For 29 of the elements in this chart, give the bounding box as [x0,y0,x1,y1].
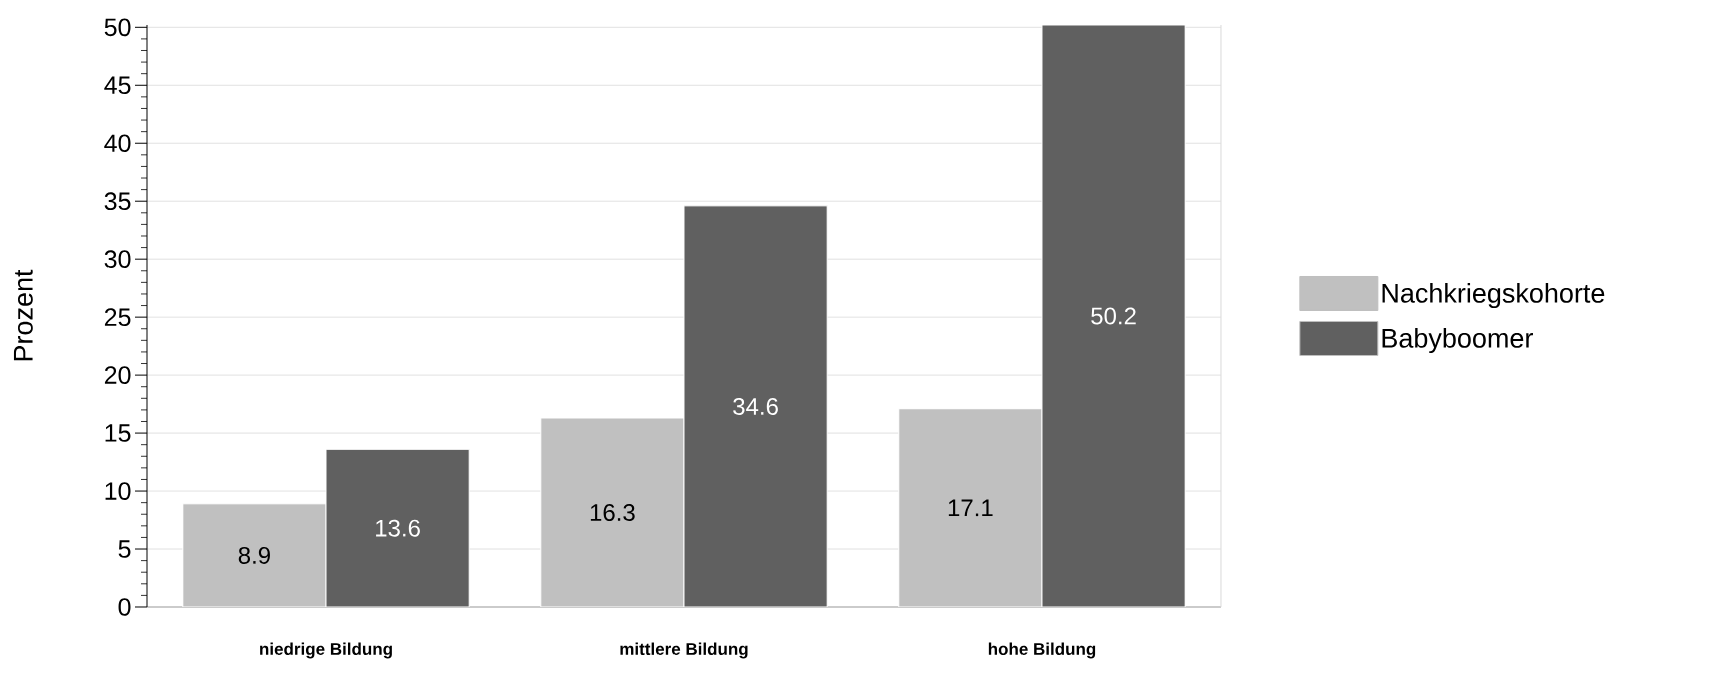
y-axis-title: Prozent [13,269,33,361]
bar [683,205,828,607]
legend-label: Babyboomer [1382,327,1533,354]
y-tick-label: 0 [118,598,131,616]
bar [1041,24,1186,607]
y-tick-label: 5 [118,540,131,558]
x-tick-label: mittlere Bildung [620,642,748,659]
y-tick-label: 45 [104,76,131,94]
bar [898,408,1043,607]
y-tick-label: 30 [104,250,131,269]
y-tick-label: 15 [105,424,131,442]
y-tick-label: 40 [104,134,131,153]
data-label: 50.2 [1091,307,1136,325]
bar [325,448,470,607]
x-tick-label: hohe Bildung [988,642,1096,659]
y-tick-label: 25 [104,308,131,326]
data-label: 34.6 [733,397,778,415]
data-label: 8.9 [238,546,270,564]
x-tick-label: niedrige Bildung [260,642,392,659]
bar [540,417,685,607]
bar [182,503,327,607]
y-tick-label: 10 [105,482,131,500]
data-label: 17.1 [948,499,993,517]
y-tick-label: 20 [104,366,131,384]
data-label: 13.6 [376,519,420,537]
data-label: 16.3 [590,504,635,521]
y-tick-label: 50 [104,18,131,37]
y-tick-label: 35 [104,192,131,211]
legend-label: Nachkriegskohorte [1382,282,1605,309]
